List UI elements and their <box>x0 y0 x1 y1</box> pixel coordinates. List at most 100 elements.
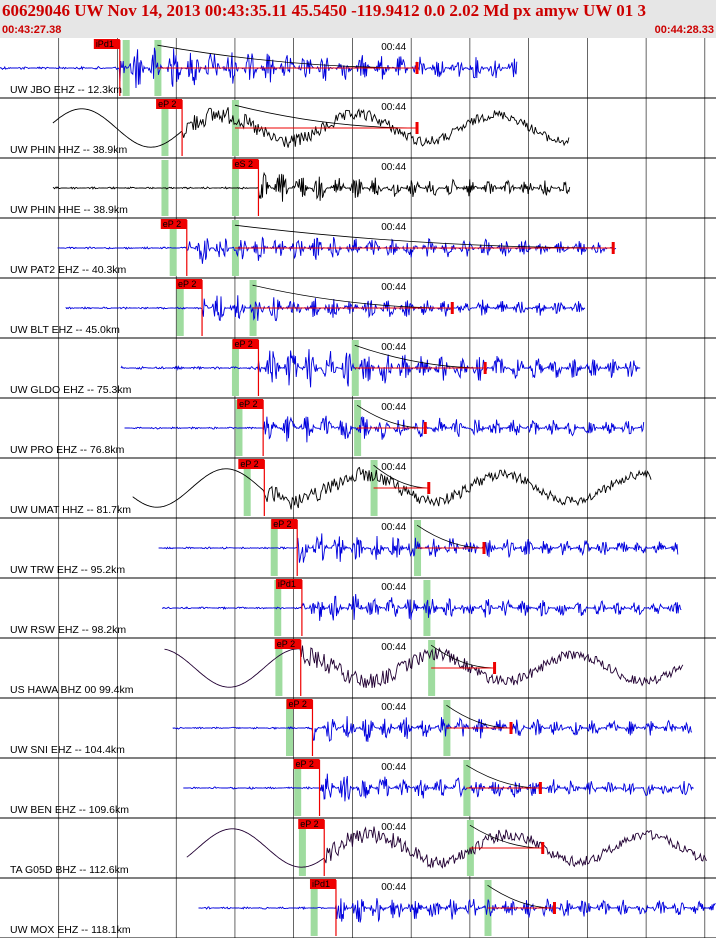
pick-label: eP 2 <box>277 639 295 649</box>
pick-label-box <box>156 99 183 109</box>
waveform-trace <box>132 466 652 510</box>
coda-end-mark <box>493 662 497 674</box>
event-title: 60629046 UW Nov 14, 2013 00:43:35.11 45.… <box>2 1 646 20</box>
pick-label-box <box>271 519 298 529</box>
coda-end-mark <box>415 122 419 134</box>
minute-marker-label: 00:44 <box>381 462 406 473</box>
station-label: US HAWA BHZ 00 99.4km <box>10 684 134 696</box>
minute-marker-label: 00:44 <box>381 522 406 533</box>
coda-curve <box>354 344 486 369</box>
pick-label-box <box>238 459 265 469</box>
waveform-trace <box>52 171 571 202</box>
waveform-trace <box>124 415 645 443</box>
waveform-trace <box>57 236 617 264</box>
pick-label: eP 2 <box>239 399 257 409</box>
pick-label-box <box>237 399 264 409</box>
station-label: UW UMAT HHZ -- 81.7km <box>10 504 131 516</box>
station-label: UW JBO EHZ -- 12.3km <box>10 84 122 96</box>
pick-label-box <box>232 339 259 349</box>
coda-end-mark <box>483 362 487 374</box>
waveform-trace <box>65 295 586 322</box>
waveform-trace <box>120 349 641 388</box>
station-label: UW GLDO EHZ -- 75.3km <box>10 384 132 396</box>
record-header: 60629046 UW Nov 14, 2013 00:43:35.11 45.… <box>0 0 716 38</box>
station-label: UW PRO EHZ -- 76.8km <box>10 444 125 456</box>
station-label: UW BEN EHZ -- 109.6km <box>10 804 129 816</box>
analysis-window-start <box>298 820 306 876</box>
analysis-window-start <box>243 460 251 516</box>
station-label: UW PHIN HHZ -- 38.9km <box>10 144 128 156</box>
pick-label-box <box>232 159 259 169</box>
waveform-trace <box>158 533 679 563</box>
pick-label: iPd1 <box>312 879 330 889</box>
coda-curve <box>446 704 512 729</box>
coda-end-mark <box>541 842 545 854</box>
waveform-trace <box>164 645 684 689</box>
station-label: UW BLT EHZ -- 45.0km <box>10 324 120 336</box>
pick-label-box <box>293 759 320 769</box>
time-end-label: 00:44:28.33 <box>654 24 714 36</box>
pick-label-box <box>93 39 120 49</box>
pick-label: eS 2 <box>234 159 253 169</box>
waveform-trace <box>186 826 707 869</box>
station-label: UW PHIN HHE -- 38.9km <box>10 204 128 216</box>
waveform-trace <box>198 898 716 923</box>
coda-curve <box>466 764 541 789</box>
pick-label: eP 2 <box>296 759 314 769</box>
coda-end-mark <box>611 242 615 254</box>
analysis-window-start <box>231 340 239 396</box>
time-start-label: 00:43:27.38 <box>2 24 62 36</box>
minute-marker-label: 00:44 <box>381 162 406 173</box>
coda-end-mark <box>509 722 513 734</box>
pick-label: iPd1 <box>278 579 296 589</box>
coda-end-mark <box>427 482 431 494</box>
pick-label-box <box>286 699 313 709</box>
minute-marker-label: 00:44 <box>381 222 406 233</box>
pick-label: eP 2 <box>273 519 291 529</box>
pick-label: eP 2 <box>300 819 318 829</box>
pick-label: eP 2 <box>158 99 176 109</box>
station-label: TA G05D BHZ -- 112.6km <box>10 864 129 876</box>
pick-label: iPd1 <box>96 39 114 49</box>
pick-label: eP 2 <box>178 279 196 289</box>
minute-marker-label: 00:44 <box>381 762 406 773</box>
coda-end-mark <box>552 902 556 914</box>
minute-marker-label: 00:44 <box>381 822 406 833</box>
pick-label-box <box>275 579 302 589</box>
pick-label: eP 2 <box>288 699 306 709</box>
station-label: UW PAT2 EHZ -- 40.3km <box>10 264 127 276</box>
minute-marker-label: 00:44 <box>381 882 406 893</box>
coda-end-mark <box>538 782 542 794</box>
analysis-window-start <box>161 100 169 156</box>
minute-marker-label: 00:44 <box>381 402 406 413</box>
seismogram-plot: iPd1 00:44 UW JBO EHZ -- 12.3km eP 2 00:44 UW… <box>0 38 716 938</box>
waveform-trace <box>183 773 694 802</box>
minute-marker-label: 00:44 <box>381 342 406 353</box>
minute-marker-label: 00:44 <box>381 42 406 53</box>
minute-marker-label: 00:44 <box>381 282 406 293</box>
pick-label-box <box>298 819 325 829</box>
pick-label: eP 2 <box>234 339 252 349</box>
coda-end-mark <box>482 542 486 554</box>
minute-marker-label: 00:44 <box>381 102 406 113</box>
coda-curve <box>430 644 495 669</box>
pick-label-box <box>274 639 301 649</box>
waveform-trace <box>52 107 570 148</box>
pick-label: eP 2 <box>163 219 181 229</box>
station-label: UW SNI EHZ -- 104.4km <box>10 744 125 756</box>
station-label: UW TRW EHZ -- 95.2km <box>10 564 125 576</box>
coda-end-mark <box>423 422 427 434</box>
coda-end-mark <box>415 62 419 74</box>
station-label: UW RSW EHZ -- 98.2km <box>10 624 126 636</box>
analysis-window-start <box>275 640 283 696</box>
pick-label-box <box>160 219 187 229</box>
coda-end-mark <box>450 302 454 314</box>
waveform-trace <box>172 716 693 742</box>
coda-curve <box>487 884 555 909</box>
station-label: UW MOX EHZ -- 118.1km <box>10 924 131 936</box>
minute-marker-label: 00:44 <box>381 582 406 593</box>
minute-marker-label: 00:44 <box>381 642 406 653</box>
minute-marker-label: 00:44 <box>381 702 406 713</box>
pick-label-box <box>176 279 203 289</box>
pick-label-box <box>309 879 336 889</box>
